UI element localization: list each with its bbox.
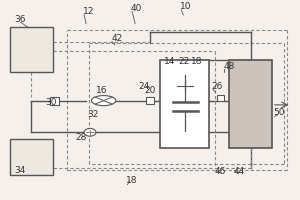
Text: 20: 20 [145, 86, 156, 95]
Text: 24: 24 [139, 82, 150, 91]
Text: 40: 40 [131, 4, 142, 13]
Text: 26: 26 [212, 82, 223, 91]
Text: 44: 44 [233, 167, 244, 176]
Text: 18: 18 [126, 176, 138, 185]
Text: 42: 42 [111, 34, 123, 43]
Text: 34: 34 [14, 166, 25, 175]
Text: 36: 36 [14, 15, 26, 24]
Text: 30: 30 [45, 98, 57, 107]
Ellipse shape [92, 96, 116, 106]
Bar [217, 95, 224, 101]
Text: 48: 48 [224, 62, 235, 71]
Text: 46: 46 [215, 167, 226, 176]
Text: 28: 28 [75, 133, 86, 142]
Text: 16: 16 [96, 86, 107, 95]
Bar [50, 97, 59, 105]
Text: 18: 18 [191, 57, 202, 66]
Text: 14: 14 [164, 57, 175, 66]
Bar [10, 139, 53, 175]
Bar [160, 60, 209, 148]
Bar [10, 27, 53, 72]
Text: 32: 32 [88, 110, 99, 119]
Circle shape [84, 128, 96, 136]
Text: 50: 50 [273, 108, 285, 117]
Bar [229, 60, 272, 148]
Text: 10: 10 [180, 2, 191, 11]
Text: 12: 12 [83, 7, 94, 16]
Bar [146, 97, 154, 104]
Text: 22: 22 [178, 57, 190, 66]
